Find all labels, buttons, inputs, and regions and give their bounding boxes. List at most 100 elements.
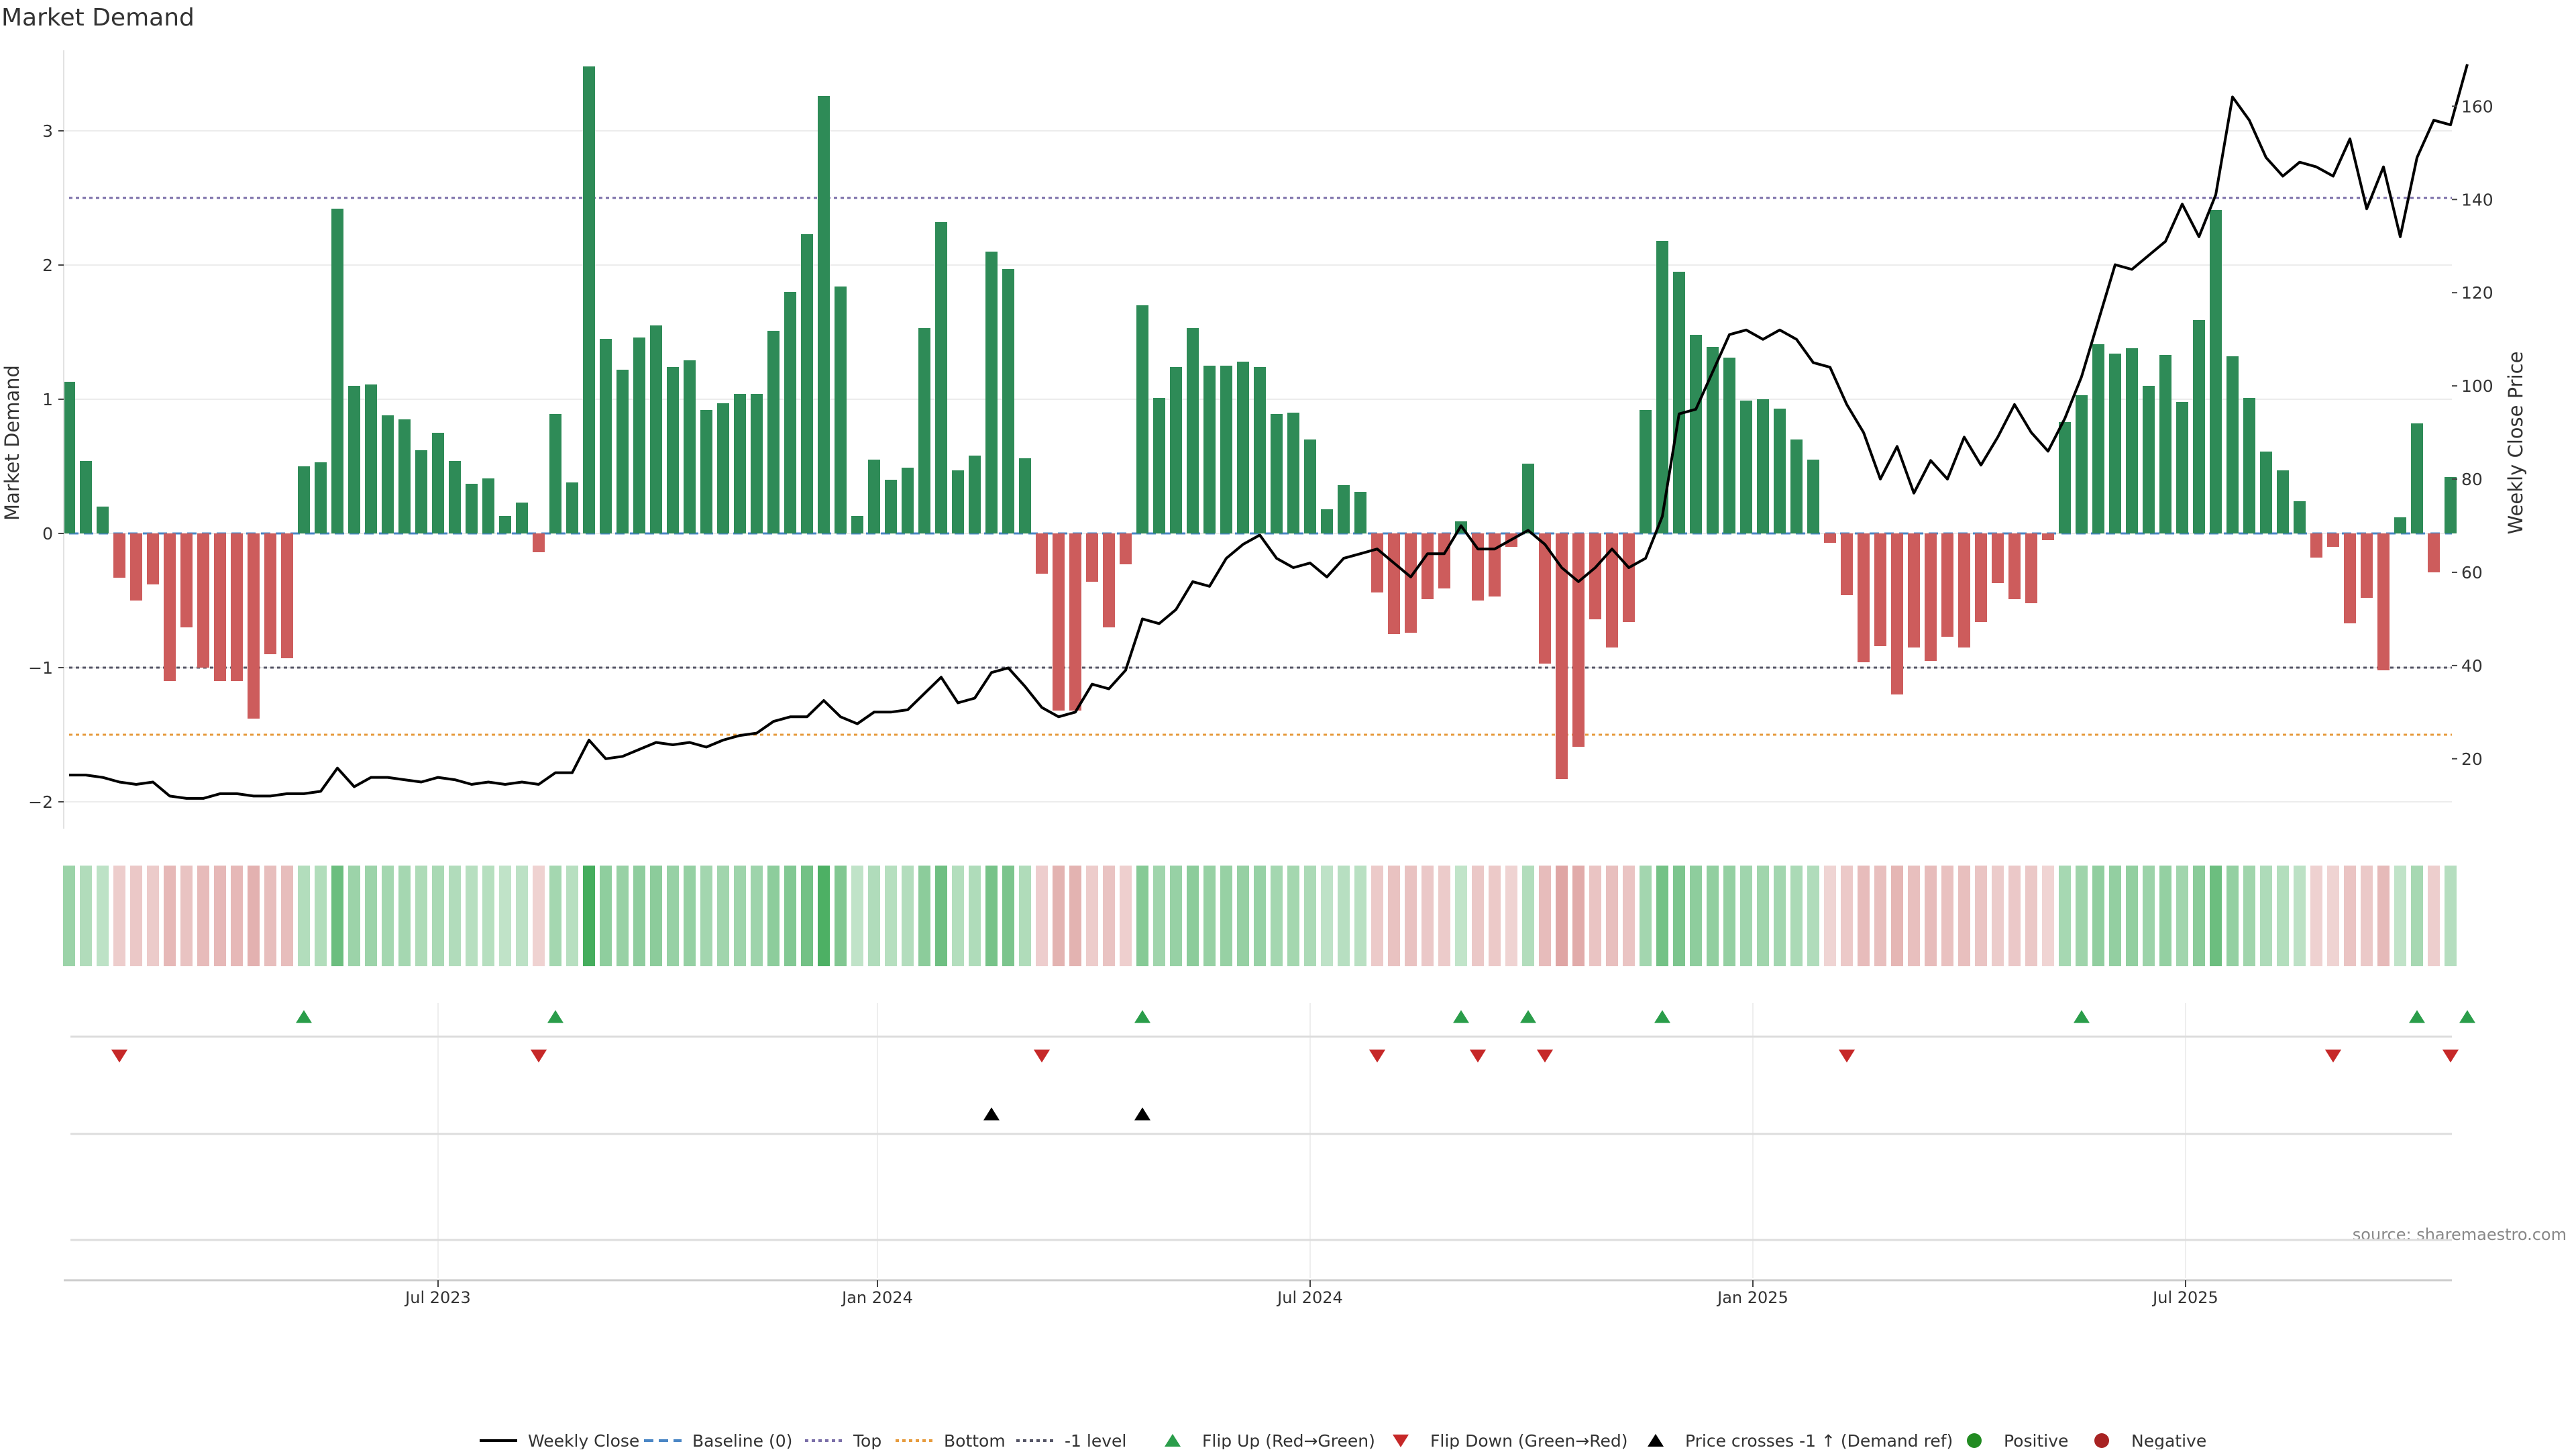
- demand-bar-positive: [331, 209, 343, 533]
- demand-bar-negative: [214, 533, 226, 681]
- left-tick-label: 2: [42, 256, 53, 275]
- heat-cell: [2327, 866, 2339, 966]
- heat-cell: [1824, 866, 1836, 966]
- demand-bar-positive: [851, 516, 863, 533]
- heat-cell: [2428, 866, 2440, 966]
- heat-cell: [2277, 866, 2289, 966]
- heat-cell: [1338, 866, 1350, 966]
- x-tick-label: Jan 2025: [1716, 1288, 1788, 1307]
- demand-bar-positive: [1707, 347, 1719, 533]
- heat-cell: [1489, 866, 1501, 966]
- demand-bar-positive: [650, 325, 662, 533]
- heat-strip-layer: [63, 866, 2457, 966]
- left-tick-label: 3: [42, 121, 53, 141]
- heat-cell: [734, 866, 746, 966]
- heat-cell: [1891, 866, 1903, 966]
- heat-cell: [2076, 866, 2088, 966]
- demand-bar-negative: [1874, 533, 1886, 646]
- heat-cell: [80, 866, 92, 966]
- heat-cell: [1556, 866, 1568, 966]
- demand-bar-positive: [985, 252, 998, 533]
- heat-cell: [1841, 866, 1853, 966]
- heat-cell: [197, 866, 209, 966]
- flip-down-marker: [531, 1049, 547, 1063]
- demand-bar-negative: [1556, 533, 1568, 779]
- demand-bar-positive: [449, 461, 461, 533]
- demand-bar-negative: [1941, 533, 1953, 637]
- demand-bar-positive: [1656, 241, 1668, 533]
- demand-bar-positive: [2126, 348, 2138, 533]
- flip-down-marker: [111, 1049, 127, 1063]
- demand-bar-negative: [1053, 533, 1065, 711]
- right-tick-label: 120: [2461, 283, 2493, 303]
- demand-bar-positive: [2445, 477, 2457, 533]
- legend-label: Top: [853, 1431, 881, 1449]
- flip-down-marker: [2443, 1049, 2459, 1063]
- demand-bar-positive: [835, 287, 847, 533]
- demand-bar-positive: [767, 331, 780, 533]
- heat-cell: [1707, 866, 1719, 966]
- demand-bar-positive: [2076, 395, 2088, 533]
- heat-cell: [2411, 866, 2423, 966]
- heat-cell: [1203, 866, 1216, 966]
- demand-bar-positive: [902, 468, 914, 533]
- right-tick-label: 40: [2461, 656, 2483, 676]
- heat-cell: [2394, 866, 2406, 966]
- legend-label: Price crosses -1 ↑ (Demand ref): [1685, 1431, 1953, 1449]
- demand-bar-negative: [1572, 533, 1585, 747]
- demand-bar-negative: [1841, 533, 1853, 595]
- heat-cell: [398, 866, 411, 966]
- demand-bar-positive: [633, 338, 645, 533]
- demand-bar-positive: [1304, 439, 1316, 533]
- demand-bar-positive: [600, 339, 612, 533]
- demand-bar-negative: [1992, 533, 2004, 583]
- flip-up-marker: [2074, 1010, 2090, 1023]
- heat-cell: [1354, 866, 1366, 966]
- heat-cell: [348, 866, 360, 966]
- demand-bar-positive: [1019, 458, 1031, 533]
- demand-bar-negative: [1405, 533, 1417, 633]
- heat-cell: [432, 866, 444, 966]
- demand-bar-positive: [1287, 413, 1299, 533]
- heat-cell: [1120, 866, 1132, 966]
- demand-bar-negative: [1891, 533, 1903, 694]
- heat-cell: [1036, 866, 1048, 966]
- demand-bar-negative: [2310, 533, 2322, 558]
- heat-cell: [2377, 866, 2390, 966]
- heat-cell: [1774, 866, 1786, 966]
- demand-bar-positive: [2176, 402, 2188, 533]
- demand-bar-negative: [2008, 533, 2021, 599]
- demand-bar-positive: [516, 503, 528, 533]
- heat-cell: [1623, 866, 1635, 966]
- demand-bar-positive: [315, 462, 327, 533]
- demand-bars-layer: [63, 66, 2457, 779]
- demand-bar-positive: [1723, 358, 1735, 533]
- demand-bar-negative: [1623, 533, 1635, 622]
- x-tick-label: Jul 2024: [1276, 1288, 1343, 1307]
- legend-label: Bottom: [944, 1431, 1006, 1449]
- heat-cell: [1086, 866, 1098, 966]
- heat-cell: [533, 866, 545, 966]
- axes-layer: 3 2 1 0 −1 −2 160 140 120 100 80 60 40 20 Market Deman…: [1, 50, 2527, 1307]
- heat-cell: [214, 866, 226, 966]
- legend-label: Flip Down (Green→Red): [1430, 1431, 1628, 1449]
- heat-cell: [1421, 866, 1434, 966]
- heat-cell: [264, 866, 276, 966]
- heat-cell: [1136, 866, 1148, 966]
- legend-swatch: [1648, 1434, 1664, 1447]
- heat-cell: [835, 866, 847, 966]
- heat-cell: [63, 866, 75, 966]
- price-line-layer: [69, 64, 2469, 800]
- flip-up-marker: [547, 1010, 564, 1023]
- heat-cell: [2126, 866, 2138, 966]
- flip-up-marker: [1134, 1010, 1150, 1023]
- heat-cell: [684, 866, 696, 966]
- legend-label: -1 level: [1065, 1431, 1126, 1449]
- left-tick-label: 0: [42, 524, 53, 543]
- demand-bar-negative: [164, 533, 176, 681]
- heat-cell: [2361, 866, 2373, 966]
- demand-bar-negative: [1036, 533, 1048, 574]
- demand-bar-positive: [2210, 210, 2222, 533]
- right-tick-label: 160: [2461, 97, 2493, 116]
